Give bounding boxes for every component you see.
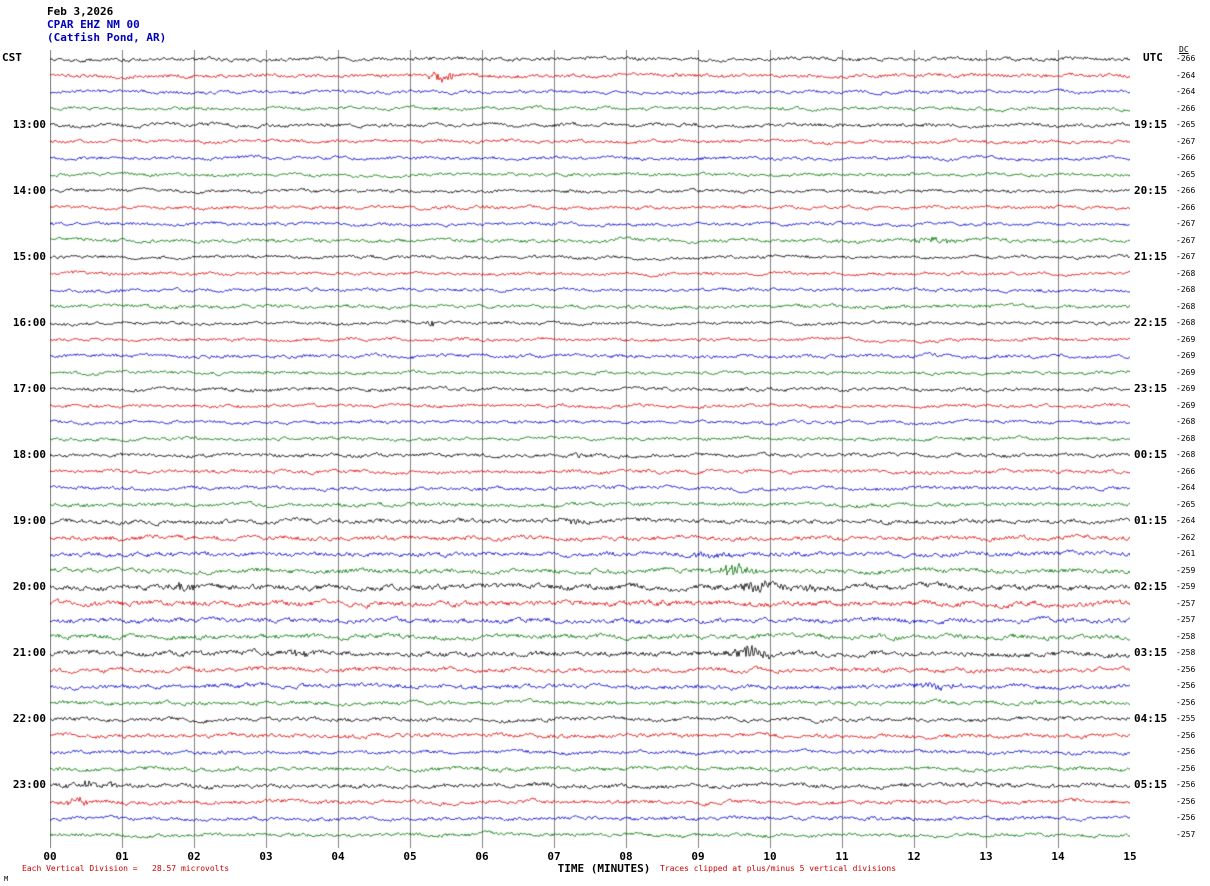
x-tick-label: 06 xyxy=(475,850,489,863)
hour-label-cst: 22:00 xyxy=(12,712,46,726)
dc-value: -255 xyxy=(1176,714,1196,724)
x-tick-label: 01 xyxy=(115,850,129,863)
dc-value: -267 xyxy=(1176,219,1196,229)
dc-value: -267 xyxy=(1176,136,1196,146)
hour-label-utc: 03:15 xyxy=(1134,646,1168,660)
hour-label-utc: 00:15 xyxy=(1134,448,1168,462)
dc-value: -268 xyxy=(1176,268,1196,278)
dc-value: -266 xyxy=(1176,54,1196,63)
dc-value: -256 xyxy=(1176,747,1196,757)
hour-label-cst: 13:00 xyxy=(12,118,46,132)
hour-label-cst: 17:00 xyxy=(12,382,46,396)
hour-label-utc: 19:15 xyxy=(1134,118,1168,132)
dc-value: -256 xyxy=(1176,697,1196,707)
dc-value: -264 xyxy=(1176,70,1196,80)
hour-label-cst: 19:00 xyxy=(12,514,46,528)
hour-label-cst: 16:00 xyxy=(12,316,46,330)
hour-label-cst: 14:00 xyxy=(12,184,46,198)
dc-value: -256 xyxy=(1176,763,1196,773)
hour-label-utc: 01:15 xyxy=(1134,514,1168,528)
dc-value: -269 xyxy=(1176,400,1196,410)
dc-value: -269 xyxy=(1176,351,1196,361)
right-timezone-label: UTC xyxy=(1143,51,1163,64)
dc-value: -266 xyxy=(1176,103,1196,113)
dc-value: -264 xyxy=(1176,87,1196,97)
hour-label-cst: 18:00 xyxy=(12,448,46,462)
hour-label-cst: 21:00 xyxy=(12,646,46,660)
clip-note: Traces clipped at plus/minus 5 vertical … xyxy=(660,864,897,873)
dc-value: -266 xyxy=(1176,202,1196,212)
dc-value: -257 xyxy=(1176,829,1196,839)
dc-value: -262 xyxy=(1176,532,1196,542)
dc-value: -268 xyxy=(1176,301,1196,311)
dc-value: -258 xyxy=(1176,631,1196,641)
hour-label-utc: 02:15 xyxy=(1134,580,1168,594)
dc-value: -265 xyxy=(1176,169,1196,179)
x-tick-label: 02 xyxy=(187,850,201,863)
dc-value: -257 xyxy=(1176,598,1196,608)
dc-value: -269 xyxy=(1176,334,1196,344)
dc-value: -269 xyxy=(1176,384,1196,394)
hour-label-utc: 04:15 xyxy=(1134,712,1168,726)
x-tick-label: 11 xyxy=(835,850,849,863)
seismogram-canvas xyxy=(50,50,1130,850)
x-tick-label: 12 xyxy=(907,850,921,863)
hour-label-cst: 23:00 xyxy=(12,778,46,792)
dc-value: -268 xyxy=(1176,318,1196,328)
dc-value: -258 xyxy=(1176,648,1196,658)
x-tick-label: 13 xyxy=(979,850,993,863)
hour-label-cst: 20:00 xyxy=(12,580,46,594)
dc-value: -266 xyxy=(1176,186,1196,196)
dc-value: -256 xyxy=(1176,664,1196,674)
hour-label-utc: 23:15 xyxy=(1134,382,1168,396)
dc-value: -256 xyxy=(1176,681,1196,691)
x-tick-label: 05 xyxy=(403,850,417,863)
x-tick-label: 10 xyxy=(763,850,777,863)
title-date: Feb 3,2026 xyxy=(47,5,114,18)
dc-value: -264 xyxy=(1176,516,1196,526)
scale-note: Each Vertical Division = 28.57 microvolt… xyxy=(22,864,230,873)
dc-value: -256 xyxy=(1176,780,1196,790)
dc-value: -267 xyxy=(1176,252,1196,262)
title-location: (Catfish Pond, AR) xyxy=(47,31,167,44)
hour-label-utc: 05:15 xyxy=(1134,778,1168,792)
x-tick-label: 04 xyxy=(331,850,345,863)
dc-value: -261 xyxy=(1176,549,1196,559)
dc-value: -257 xyxy=(1176,615,1196,625)
hour-label-utc: 20:15 xyxy=(1134,184,1168,198)
x-tick-label: 07 xyxy=(547,850,561,863)
x-tick-label: 08 xyxy=(619,850,633,863)
dc-value: -269 xyxy=(1176,367,1196,377)
dc-value: -256 xyxy=(1176,730,1196,740)
dc-value: -256 xyxy=(1176,796,1196,806)
dc-value: -256 xyxy=(1176,813,1196,823)
dc-value: -268 xyxy=(1176,433,1196,443)
dc-value: -259 xyxy=(1176,582,1196,592)
x-tick-label: 09 xyxy=(691,850,705,863)
hour-label-utc: 21:15 xyxy=(1134,250,1168,264)
dc-value: -268 xyxy=(1176,450,1196,460)
dc-value: -268 xyxy=(1176,285,1196,295)
dc-column-header: DC xyxy=(1179,45,1189,54)
dc-value: -267 xyxy=(1176,235,1196,245)
dc-value: -266 xyxy=(1176,153,1196,163)
x-axis-title: TIME (MINUTES) xyxy=(557,862,651,875)
x-tick-label: 15 xyxy=(1123,850,1137,863)
dc-value: -266 xyxy=(1176,466,1196,476)
dc-value: -268 xyxy=(1176,417,1196,427)
hour-label-cst: 15:00 xyxy=(12,250,46,264)
dc-value: -265 xyxy=(1176,120,1196,130)
x-tick-label: 00 xyxy=(43,850,57,863)
title-station: CPAR EHZ NM 00 xyxy=(47,18,140,31)
hour-label-utc: 22:15 xyxy=(1134,316,1168,330)
dc-value: -264 xyxy=(1176,483,1196,493)
left-timezone-label: CST xyxy=(2,51,22,64)
x-tick-label: 03 xyxy=(259,850,273,863)
corner-mark: M xyxy=(4,875,9,883)
dc-value: -259 xyxy=(1176,565,1196,575)
x-tick-label: 14 xyxy=(1051,850,1065,863)
dc-value: -265 xyxy=(1176,499,1196,509)
